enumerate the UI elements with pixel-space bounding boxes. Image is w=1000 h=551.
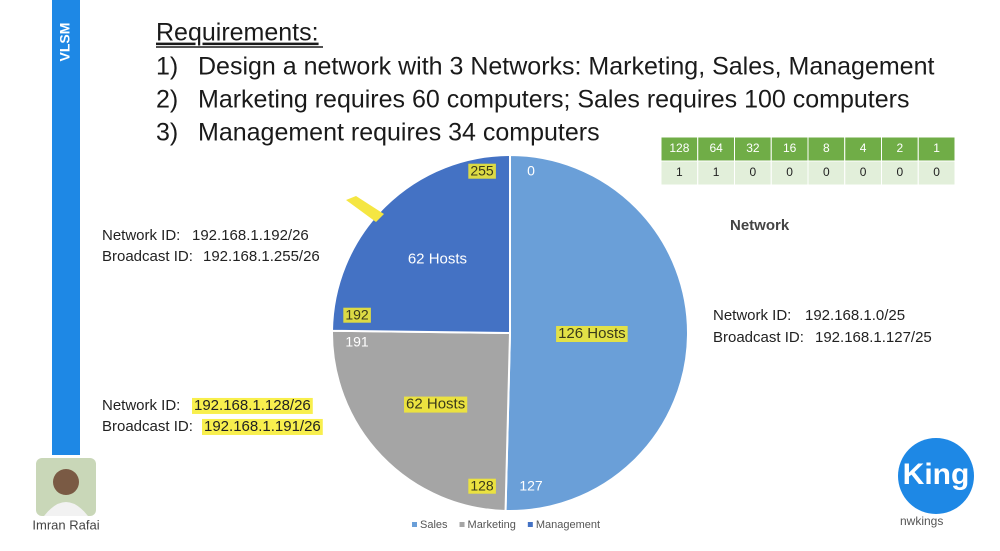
highlight <box>202 418 323 435</box>
table-header-text: 1 <box>933 141 940 155</box>
network-block: Network ID: 192.168.1.128/26 Broadcast I… <box>102 397 323 435</box>
highlight <box>404 396 468 413</box>
data-label: 62 Hosts <box>408 251 467 268</box>
pie-chart: 126 Hosts 62 Hosts 62 Hosts <box>331 153 689 512</box>
table-header-cell <box>697 136 735 162</box>
table-cell-text: 0 <box>860 165 867 179</box>
req-text: Design a network with 3 Networks: Market… <box>198 53 934 81</box>
pie-slice <box>331 153 511 335</box>
highlight <box>468 163 496 179</box>
boundary-label: 128 <box>470 478 494 494</box>
table-cell <box>881 160 919 186</box>
binary-table: 128 64 32 16 8 4 2 1 1 1 0 0 0 0 0 0 <box>660 136 956 186</box>
photo-face <box>53 469 79 495</box>
req-num: 3) <box>156 119 178 147</box>
label: Network ID: <box>102 397 180 414</box>
boundary-label: 191 <box>345 334 369 350</box>
boundary-label: 192 <box>345 307 369 323</box>
legend-swatch <box>412 522 417 527</box>
label: Broadcast ID: <box>102 418 193 435</box>
table-cell <box>807 160 846 186</box>
table-header-text: 128 <box>669 141 689 155</box>
table-cell <box>697 160 735 186</box>
legend-label: Marketing <box>468 519 516 531</box>
logo-site: nwkings <box>900 514 943 528</box>
boundary-label: 0 <box>527 163 535 179</box>
table-cell-text: 0 <box>750 165 757 179</box>
boundary-label: 127 <box>519 478 543 494</box>
network-block: Network ID: 192.168.1.192/26 Broadcast I… <box>102 227 320 265</box>
photo-shirt <box>44 502 88 516</box>
table-header-text: 2 <box>897 141 904 155</box>
table-cell <box>844 160 882 186</box>
requirements-heading: Requirements: <box>156 19 319 47</box>
legend-swatch <box>527 522 533 527</box>
legend: Sales Marketing Management <box>412 519 600 531</box>
table-cell-text: 1 <box>713 165 720 179</box>
table-header-text: 16 <box>783 141 797 155</box>
network-id: 192.168.1.192/26 <box>192 227 309 244</box>
req-num: 1) <box>156 53 178 81</box>
highlight <box>192 397 313 414</box>
table-cell <box>660 160 699 186</box>
network-block: Network ID: 192.168.1.0/25 Broadcast ID:… <box>713 307 932 346</box>
table-header-cell <box>917 136 956 162</box>
table-cell <box>734 160 772 186</box>
boundary-labels: 0 127 128 191 192 255 <box>343 163 543 494</box>
table-cell-text: 0 <box>897 165 904 179</box>
legend-label: Sales <box>420 519 448 531</box>
broadcast-id: 192.168.1.255/26 <box>203 248 320 265</box>
pen-mark <box>346 196 384 222</box>
table-cell <box>917 160 956 186</box>
highlight <box>468 478 496 494</box>
table-header-text: 64 <box>709 141 723 155</box>
table-header-text: 8 <box>823 141 830 155</box>
table-cell-text: 1 <box>676 165 683 179</box>
presenter-name: Imran Rafai <box>32 517 99 532</box>
table-cell-text: 0 <box>823 165 830 179</box>
highlight <box>556 325 628 342</box>
sidebar-bar <box>52 0 80 455</box>
table-cell-text: 0 <box>933 165 940 179</box>
table-header-text: 4 <box>860 141 867 155</box>
broadcast-id: 192.168.1.127/25 <box>815 329 932 346</box>
logo-text: King <box>903 458 970 491</box>
table-cell-text: 0 <box>786 165 793 179</box>
data-label: 62 Hosts <box>406 396 465 413</box>
label: Network ID: <box>102 227 180 244</box>
legend-swatch <box>459 522 465 527</box>
logo-circle <box>898 438 974 514</box>
network-label: Network <box>730 217 790 234</box>
data-label: 126 Hosts <box>558 325 626 342</box>
legend-label: Management <box>536 519 600 531</box>
boundary-label: 255 <box>470 163 494 179</box>
sidebar-title: VLSM <box>57 23 73 62</box>
req-text: Management requires 34 computers <box>198 119 600 147</box>
label: Broadcast ID: <box>102 248 193 265</box>
req-text: Marketing requires 60 computers; Sales r… <box>198 86 909 114</box>
label: Network ID: <box>713 307 791 324</box>
label: Broadcast ID: <box>713 329 804 346</box>
table-header-text: 32 <box>746 141 760 155</box>
broadcast-id: 192.168.1.191/26 <box>204 418 321 435</box>
req-num: 2) <box>156 86 178 114</box>
pie-slice <box>331 329 512 512</box>
network-id: 192.168.1.0/25 <box>805 307 905 324</box>
network-id: 192.168.1.128/26 <box>194 397 311 414</box>
highlight <box>343 307 371 323</box>
